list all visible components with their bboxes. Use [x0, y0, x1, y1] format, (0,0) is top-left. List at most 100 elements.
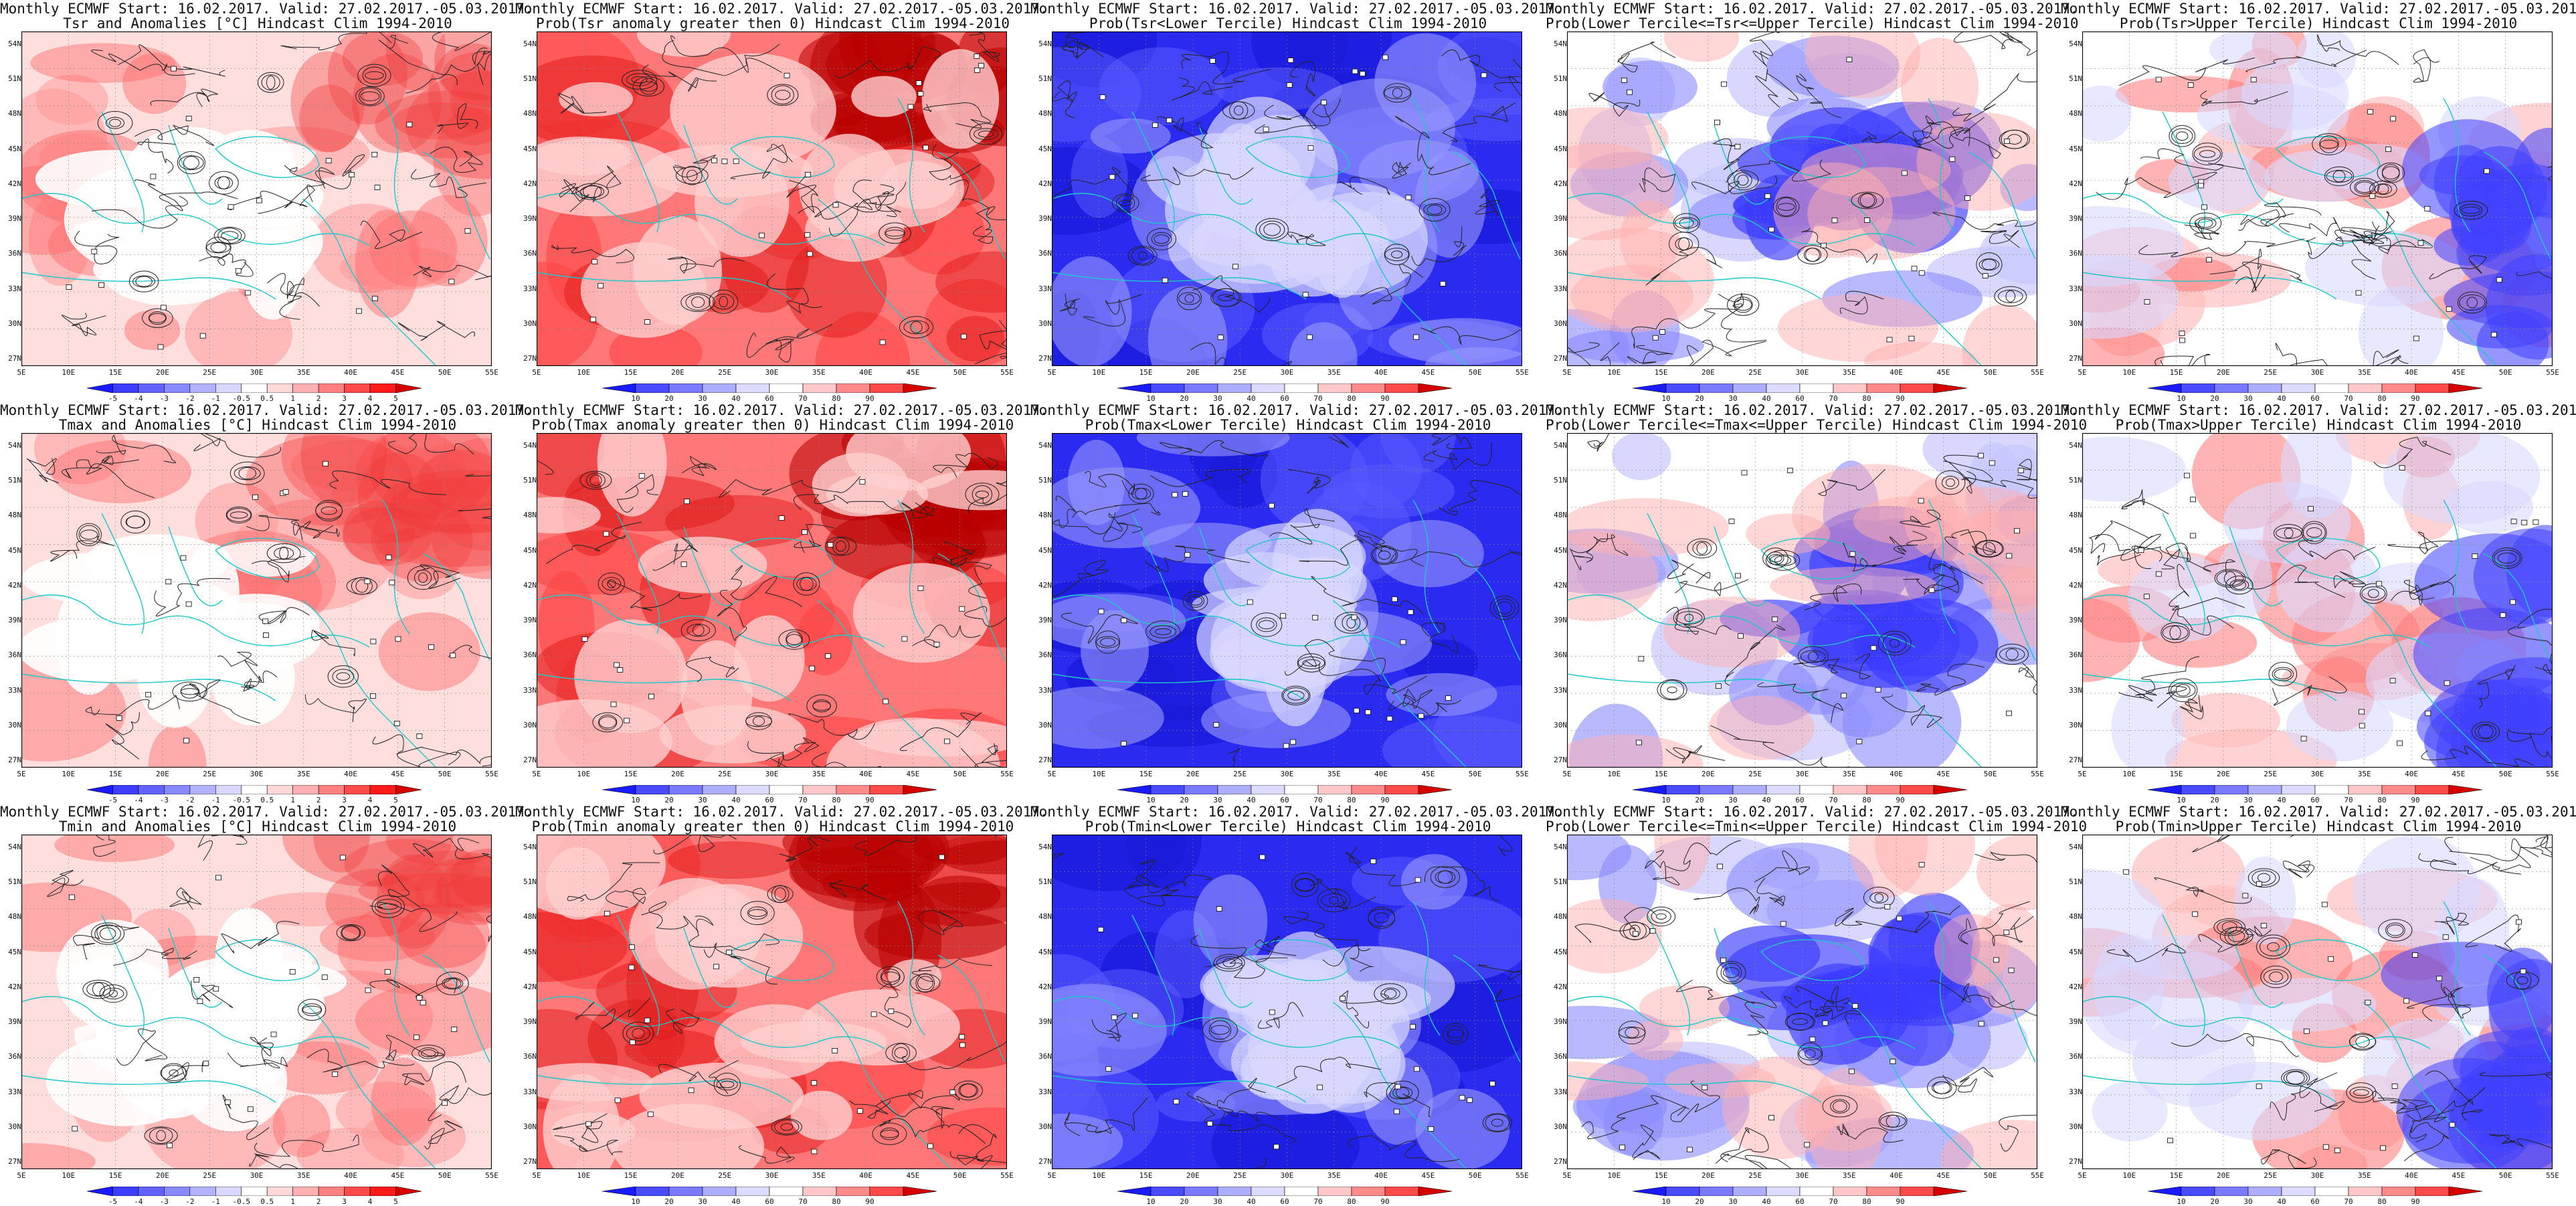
longitude-label: 25E: [1233, 770, 1247, 778]
longitude-label: 20E: [155, 770, 169, 778]
colorbar-segment: [1217, 785, 1252, 794]
colorbar-label: 60: [1280, 796, 1289, 804]
latitude-label: 45N: [8, 545, 21, 555]
contour-lines: [1567, 31, 2037, 366]
longitude-label: 50E: [953, 368, 967, 377]
colorbar-segment: [1632, 785, 1667, 794]
colorbar-segment: [2415, 383, 2450, 393]
colorbar-label: 40: [2277, 1197, 2286, 1206]
contour-lines: [1052, 433, 1522, 768]
latitude-label: 42N: [8, 580, 21, 590]
longitude-label: 5E: [532, 368, 541, 377]
longitude-label: 40E: [859, 368, 873, 377]
colorbar-segment: [369, 785, 396, 794]
colorbar-label: 30: [1213, 1197, 1222, 1206]
colorbar-label: 4: [367, 1197, 373, 1206]
colorbar-label: 90: [2411, 1197, 2420, 1206]
latitude-label: 45N: [523, 947, 537, 956]
colorbar-label: 80: [832, 796, 841, 804]
coastlines: [1567, 499, 2036, 768]
latitude-label: 30N: [2069, 319, 2082, 328]
longitude-label: 5E: [1047, 368, 1056, 377]
colorbar-segment: [1117, 383, 1152, 393]
colorbar: [86, 1187, 422, 1196]
map-frame: [2082, 835, 2553, 1169]
colorbar-label: 70: [1829, 1197, 1838, 1206]
station-markers: [69, 855, 458, 1148]
colorbar-label: 70: [2344, 796, 2353, 804]
colorbar-label: 80: [1347, 796, 1356, 804]
colorbar-segment: [1150, 1187, 1185, 1196]
latitude-label: 39N: [8, 214, 21, 224]
colorbar-label: 20: [1695, 394, 1704, 403]
latitude-label: 27N: [523, 354, 537, 363]
longitude-label: 40E: [859, 1171, 873, 1180]
shaded-field: [1052, 31, 1522, 366]
latitude-label: 30N: [523, 319, 537, 328]
colorbar-segment: [1900, 1187, 1934, 1196]
colorbar-segment: [735, 1187, 770, 1196]
map-panel: Monthly ECMWF Start: 16.02.2017. Valid: …: [1030, 0, 1564, 404]
longitude-label: 35E: [2357, 368, 2371, 377]
colorbar-label: 20: [664, 796, 674, 804]
station-markers: [1099, 54, 1487, 341]
station-markers: [1636, 452, 2024, 746]
longitude-label: 50E: [1983, 368, 1997, 377]
colorbar-label: -1: [211, 796, 220, 804]
longitude-label: 15E: [1654, 368, 1668, 377]
latitude-label: 48N: [523, 109, 537, 118]
colorbar-segment: [1351, 1187, 1386, 1196]
colorbar-label: 70: [1829, 394, 1838, 403]
latitude-label: 54N: [1554, 441, 1567, 450]
longitude-label: 55E: [485, 1171, 498, 1180]
longitude-label: 35E: [296, 368, 310, 377]
longitude-label: 40E: [859, 770, 873, 778]
latitude-label: 51N: [1038, 877, 1052, 887]
longitude-label: 30E: [2310, 770, 2324, 778]
longitude-label: 20E: [670, 368, 684, 377]
colorbar-label: 80: [1862, 1197, 1871, 1206]
latitude-label: 27N: [523, 1157, 537, 1166]
station-markers: [2123, 869, 2526, 1153]
latitude-label: 48N: [1038, 511, 1052, 520]
map-panel: Monthly ECMWF Start: 16.02.2017. Valid: …: [1030, 803, 1564, 1206]
colorbar-segment: [1117, 785, 1152, 794]
colorbar-segment: [1665, 785, 1700, 794]
colorbar-segment: [869, 383, 904, 393]
longitude-label: 45E: [1421, 770, 1435, 778]
longitude-label: 55E: [1000, 770, 1014, 778]
colorbar-label: 70: [2344, 1197, 2353, 1206]
latitude-label: 54N: [8, 441, 21, 450]
latitude-label: 45N: [1554, 144, 1567, 153]
longitude-label: 50E: [2498, 368, 2512, 377]
longitude-label: 55E: [2031, 1171, 2044, 1180]
colorbar: [2147, 383, 2483, 393]
colorbar-label: -4: [134, 796, 143, 804]
longitude-label: 5E: [1562, 1171, 1572, 1180]
latitude-label: 42N: [1038, 580, 1052, 590]
colorbar-label: 10: [2177, 394, 2186, 403]
map-panel: Monthly ECMWF Start: 16.02.2017. Valid: …: [1546, 402, 2087, 805]
map-panel: Monthly ECMWF Start: 16.02.2017. Valid: …: [2061, 402, 2576, 805]
longitude-label: 35E: [1842, 368, 1856, 377]
contour-lines: [553, 835, 1007, 1169]
colorbar-segment: [2247, 383, 2282, 393]
colorbar-segment: [292, 383, 319, 393]
colorbar-segment: [1732, 1187, 1767, 1196]
panel-title-line2: Prob(Tsr<Lower Tercile) Hindcast Clim 19…: [1089, 15, 1487, 31]
longitude-label: 55E: [2546, 770, 2559, 778]
colorbar: [1632, 785, 1968, 794]
colorbar-segment: [1799, 383, 1834, 393]
colorbar-label: 70: [1313, 796, 1323, 804]
colorbar-label: 5: [393, 796, 398, 804]
latitude-label: 27N: [1554, 354, 1567, 363]
latitude-label: 45N: [8, 947, 21, 956]
colorbar-segment: [241, 383, 268, 393]
colorbar-segment: [1665, 383, 1700, 393]
colorbar-label: 4: [367, 394, 373, 403]
contour-lines: [537, 452, 1007, 768]
longitude-label: 25E: [203, 368, 217, 377]
colorbar-label: 90: [1380, 1197, 1390, 1206]
colorbar-segment: [369, 1187, 396, 1196]
panel-title-line1: Monthly ECMWF Start: 16.02.2017. Valid: …: [515, 402, 1048, 418]
